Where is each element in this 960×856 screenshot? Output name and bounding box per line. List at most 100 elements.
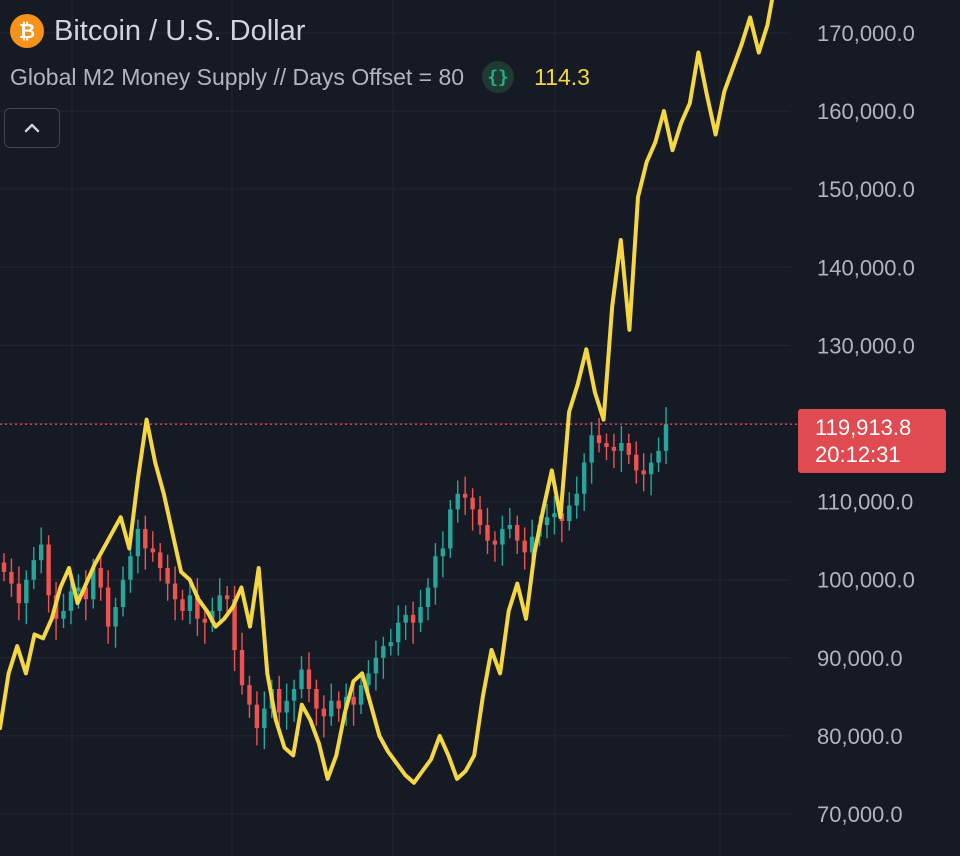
symbol-title: Bitcoin / U.S. Dollar <box>54 14 306 47</box>
candle-body <box>306 669 312 690</box>
candle-body <box>619 443 624 451</box>
collapse-legend-button[interactable] <box>4 108 60 148</box>
candle-body <box>596 435 602 444</box>
candle-body <box>113 607 118 627</box>
candle-body <box>277 689 282 713</box>
current-price-value: 119,913.8 <box>815 415 912 440</box>
candle-body <box>150 548 155 553</box>
y-tick-label: 90,000.0 <box>817 646 903 671</box>
y-tick-label: 130,000.0 <box>817 333 915 358</box>
candle-body <box>284 700 289 713</box>
candle-body <box>589 435 594 463</box>
chevron-up-icon <box>24 123 40 133</box>
candle-body <box>143 528 148 549</box>
candle-body <box>418 607 423 623</box>
candle-body <box>522 540 527 553</box>
candle-body <box>254 704 260 729</box>
candle-body <box>180 599 185 611</box>
candle-body <box>128 556 133 580</box>
candle-body <box>135 528 141 557</box>
bar-countdown: 20:12:31 <box>815 442 901 467</box>
candle-body <box>172 583 178 600</box>
candle-body <box>425 587 431 608</box>
candle-body <box>224 595 230 600</box>
candle-body <box>410 614 416 623</box>
chart-grid <box>0 0 790 856</box>
source-code-icon[interactable]: {} <box>482 61 515 93</box>
candle-body <box>329 700 334 717</box>
candle-body <box>515 525 520 541</box>
candle-body <box>396 622 401 643</box>
candle-body <box>462 493 468 498</box>
candle-body <box>202 618 208 623</box>
y-tick-label: 160,000.0 <box>817 99 915 124</box>
candle-body <box>351 696 356 705</box>
candle-body <box>656 450 661 463</box>
candle-body <box>648 462 654 475</box>
candle-body <box>485 525 490 541</box>
candle-body <box>529 536 535 553</box>
candle-body <box>68 591 74 611</box>
candle-body <box>38 544 44 561</box>
indicator-row[interactable]: Global M2 Money Supply // Days Offset = … <box>10 60 590 94</box>
symbol-row[interactable]: ₿ Bitcoin / U.S. Dollar <box>10 12 590 50</box>
candle-body <box>262 708 267 729</box>
candle-body <box>83 587 89 600</box>
candle-body <box>76 587 81 592</box>
candle-body <box>440 548 446 557</box>
candle-body <box>388 642 393 647</box>
candle-body <box>91 567 96 600</box>
candle-body <box>403 614 408 623</box>
candle-body <box>232 599 237 650</box>
candle-body <box>433 556 438 588</box>
candle-body <box>492 540 498 545</box>
btc-candles <box>1 406 669 750</box>
candle-body <box>455 493 460 510</box>
candle-body <box>448 509 453 549</box>
candle-body <box>187 595 193 611</box>
candle-body <box>291 689 297 701</box>
candle-body <box>581 462 587 494</box>
candle-body <box>61 610 66 619</box>
bitcoin-icon: ₿ <box>10 14 44 48</box>
chart-legend: ₿ Bitcoin / U.S. Dollar Global M2 Money … <box>10 12 590 94</box>
candle-body <box>321 708 327 717</box>
indicator-name: Global M2 Money Supply // Days Offset = … <box>10 63 465 90</box>
candle-body <box>165 567 170 584</box>
candle-body <box>552 513 557 518</box>
candle-body <box>500 528 505 545</box>
candle-body <box>611 446 617 451</box>
candle-body <box>247 685 252 705</box>
y-tick-label: 170,000.0 <box>817 21 915 46</box>
candle-body <box>120 579 126 608</box>
candle-body <box>507 525 512 529</box>
candle-body <box>16 583 22 604</box>
candle-body <box>604 443 609 447</box>
y-tick-label: 150,000.0 <box>817 177 915 202</box>
candle-body <box>373 657 379 674</box>
candle-body <box>567 505 572 522</box>
candle-body <box>477 509 483 526</box>
candle-body <box>46 544 51 596</box>
y-tick-label: 100,000.0 <box>817 568 915 593</box>
candle-body <box>574 493 579 506</box>
candle-body <box>634 454 639 471</box>
candle-body <box>381 646 386 658</box>
candle-body <box>299 669 304 690</box>
candle-body <box>641 470 646 475</box>
candle-body <box>663 424 669 451</box>
candle-body <box>336 700 341 709</box>
y-tick-label: 80,000.0 <box>817 724 903 749</box>
candle-body <box>98 567 103 588</box>
candle-body <box>314 689 319 709</box>
current-price-label: 119,913.8 20:12:31 <box>798 409 946 473</box>
candle-body <box>470 497 475 510</box>
candle-body <box>195 595 200 619</box>
y-tick-label: 140,000.0 <box>817 255 915 280</box>
candle-body <box>626 443 632 455</box>
price-axis[interactable]: 70,000.0 80,000.0 90,000.0 100,000.0 110,000… <box>817 21 915 827</box>
candle-body <box>24 579 29 604</box>
candle-body <box>217 595 222 611</box>
m2-money-supply-line <box>0 0 775 785</box>
